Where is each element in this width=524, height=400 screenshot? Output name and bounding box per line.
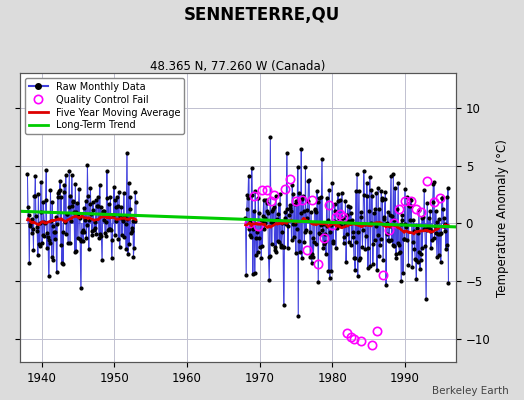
Text: Berkeley Earth: Berkeley Earth — [432, 386, 508, 396]
Y-axis label: Temperature Anomaly (°C): Temperature Anomaly (°C) — [496, 139, 509, 296]
Text: SENNETERRE,QU: SENNETERRE,QU — [184, 6, 340, 24]
Legend: Raw Monthly Data, Quality Control Fail, Five Year Moving Average, Long-Term Tren: Raw Monthly Data, Quality Control Fail, … — [25, 78, 184, 134]
Title: 48.365 N, 77.260 W (Canada): 48.365 N, 77.260 W (Canada) — [150, 60, 325, 73]
